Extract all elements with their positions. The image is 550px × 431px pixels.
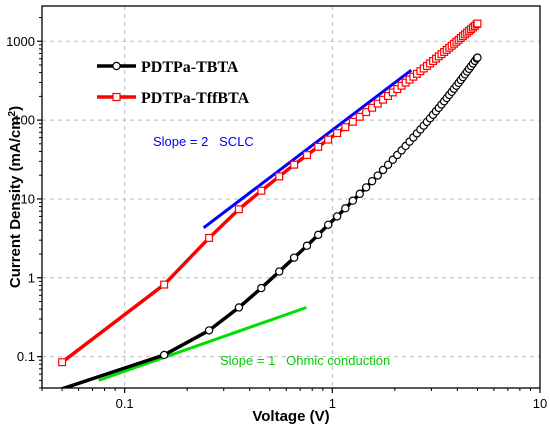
data-point-tffbta: [368, 103, 377, 112]
data-point-tbta: [341, 204, 350, 213]
y-axis-title-close: ): [7, 106, 24, 111]
data-point-tffbta: [205, 233, 214, 242]
data-point-tbta: [378, 165, 388, 175]
data-point-tbta: [367, 176, 377, 186]
data-point-tffbta: [473, 19, 482, 28]
slope-2-annotation: Slope = 2 SCLC: [153, 134, 254, 149]
legend-entry-tffbta: PDTPa-TffBTA: [97, 90, 250, 107]
data-point-tffbta: [257, 186, 266, 195]
reference-line-slope-1: [98, 306, 307, 382]
data-point-tffbta: [290, 160, 299, 169]
series-markers: [12, 19, 482, 407]
data-point-tbta: [332, 212, 342, 221]
data-point-tbta: [204, 326, 214, 335]
axis-ticks: 0.1 1 10 0.1 1 10 100 1000: [6, 17, 547, 411]
data-point-tffbta: [314, 142, 323, 151]
data-point-tbta: [12, 400, 19, 407]
y-axis-title: Current Density (mA/cm2): [7, 106, 25, 288]
data-point-tbta: [302, 241, 312, 250]
data-point-tffbta: [302, 151, 311, 160]
y-axis-title-sup: 2: [7, 110, 18, 116]
data-point-tffbta: [355, 112, 364, 121]
legend-label-tffbta: PDTPa-TffBTA: [141, 90, 250, 107]
data-point-tffbta: [275, 172, 284, 181]
y-tick-label: 100: [13, 113, 35, 128]
y-tick-label: 1: [28, 270, 35, 285]
data-point-tbta: [361, 183, 371, 192]
legend-entry-tbta: PDTPa-TBTA: [97, 59, 239, 76]
data-point-tffbta: [324, 135, 333, 144]
data-point-tbta: [313, 230, 323, 240]
data-point-tffbta: [348, 117, 357, 126]
data-point-tffbta: [160, 280, 169, 289]
legend-marker-tffbta: [112, 92, 121, 102]
legend-label-tbta: PDTPa-TBTA: [141, 59, 239, 76]
data-point-tbta: [257, 283, 266, 293]
legend: PDTPa-TBTA PDTPa-TffBTA: [97, 59, 250, 107]
plot-frame: [41, 5, 541, 389]
y-tick-label: 0.1: [17, 349, 35, 364]
data-point-tffbta: [341, 123, 350, 132]
data-point-tbta: [323, 220, 333, 229]
data-point-tffbta: [333, 129, 342, 138]
data-point-tbta: [348, 196, 358, 205]
data-point-tbta: [473, 53, 482, 62]
data-point-tbta: [159, 350, 169, 360]
data-point-tbta: [289, 253, 299, 262]
y-tick-label: 1000: [6, 34, 35, 49]
data-point-tffbta: [234, 205, 243, 214]
data-point-tbta: [383, 160, 393, 170]
data-point-tbta: [355, 189, 364, 199]
x-tick-label: 1: [329, 396, 336, 411]
legend-marker-tbta: [112, 61, 121, 71]
x-tick-label: 10: [533, 396, 547, 411]
data-point-tffbta: [362, 108, 371, 117]
x-axis-title: Voltage (V): [252, 408, 329, 425]
x-tick-label: 0.1: [116, 396, 134, 411]
reference-line-slope-2: [202, 68, 413, 230]
grid: [42, 6, 540, 388]
data-point-tbta: [234, 303, 244, 312]
data-point-tbta: [275, 267, 284, 276]
data-point-tffbta: [58, 358, 67, 367]
y-axis-title-main: Current Density (mA/cm: [7, 116, 24, 288]
slope-1-annotation: Slope = 1 Ohmic conduction: [220, 353, 390, 368]
y-tick-label: 10: [21, 191, 35, 206]
data-point-tbta: [373, 171, 382, 180]
reference-lines: [98, 68, 413, 382]
